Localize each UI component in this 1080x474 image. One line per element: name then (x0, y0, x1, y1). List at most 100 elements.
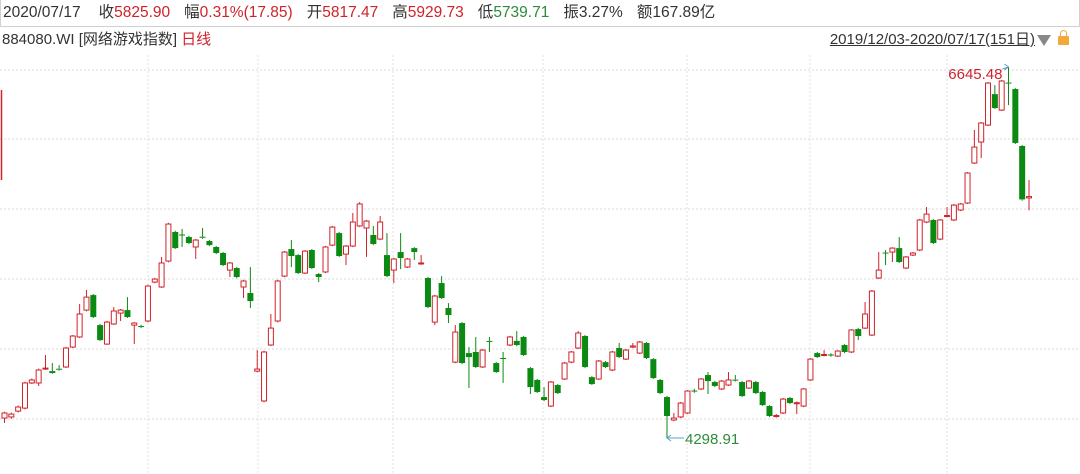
candle (185, 235, 192, 245)
candle-body (855, 329, 862, 337)
candle (937, 219, 944, 241)
candle-body (541, 397, 548, 401)
candle (220, 251, 227, 267)
candle-body (199, 236, 206, 238)
date-range-link[interactable]: 2019/12/03-2020/07/17(151日) (829, 31, 1035, 48)
candle (698, 378, 705, 391)
chart-subheader: 884080.WI [网络游戏指数] 日线 2019/12/03-2020/07/… (0, 28, 1080, 52)
candle (90, 293, 97, 318)
candle (472, 336, 479, 368)
candle-body (158, 262, 165, 288)
candle (868, 290, 875, 337)
candle-body (971, 146, 978, 164)
candle (848, 329, 855, 354)
candle-body (896, 248, 903, 263)
candle-body (322, 246, 329, 273)
candle (875, 252, 882, 280)
candle (704, 372, 711, 395)
candle (329, 225, 336, 247)
candle (383, 233, 390, 278)
period-label[interactable]: 日线 (181, 31, 212, 48)
candle-body (739, 382, 746, 397)
candle-body (698, 378, 705, 390)
candle-body (418, 262, 425, 265)
candle-body (636, 341, 643, 354)
candle (602, 360, 609, 368)
candle-body (103, 321, 110, 345)
candle (807, 357, 814, 381)
candle (49, 363, 56, 374)
candle (595, 360, 602, 380)
quote-low: 低5739.71 (477, 4, 550, 21)
candle (295, 254, 302, 275)
candle (322, 245, 329, 274)
candle (261, 350, 268, 403)
candle-body (308, 250, 315, 269)
candle (793, 401, 800, 415)
candle-body (875, 269, 882, 279)
candle-body (780, 398, 787, 414)
candle-body (978, 122, 985, 143)
candle (418, 255, 425, 265)
candle (274, 279, 281, 323)
candle-body (56, 368, 63, 370)
candle-body (213, 246, 220, 254)
candle-body (438, 283, 445, 299)
candle (527, 366, 534, 395)
candle (158, 256, 165, 288)
candle-body (595, 360, 602, 380)
candle-body (90, 295, 97, 318)
candle (718, 379, 725, 391)
min-arrow-icon (666, 434, 685, 442)
candle (1, 411, 8, 423)
candle (15, 405, 22, 413)
candle-body (363, 220, 370, 229)
candle (664, 395, 671, 438)
candle (308, 249, 315, 269)
candle (465, 347, 472, 389)
candle-body (759, 391, 766, 406)
candle (568, 350, 575, 364)
candle (944, 206, 951, 218)
candle (520, 335, 527, 356)
candle (513, 331, 520, 347)
candle (950, 203, 957, 222)
candle-body (786, 397, 793, 404)
quote-bar: 2020/07/17 收5825.90 幅0.31%(17.85) 开5817.47 高… (0, 0, 1080, 27)
quote-high: 高5929.73 (392, 4, 464, 21)
candle (909, 251, 916, 257)
candle-body (390, 258, 397, 271)
candle (431, 294, 438, 326)
candle (233, 267, 240, 279)
candle-body (220, 253, 227, 266)
triangle-down-icon[interactable] (1037, 35, 1051, 46)
candle-body (629, 345, 636, 348)
candle (124, 297, 131, 318)
lock-icon[interactable] (1058, 30, 1069, 45)
candle (1005, 67, 1012, 106)
candle (343, 244, 349, 266)
candle-body (561, 362, 568, 380)
candle-body (165, 223, 172, 262)
candle (206, 239, 213, 247)
candle (575, 331, 582, 349)
candle (534, 379, 541, 393)
candle-body (117, 309, 124, 314)
candle-body (527, 368, 534, 388)
candle-body (909, 252, 916, 256)
candle (629, 342, 636, 349)
candle-body (302, 250, 309, 274)
candle (773, 414, 780, 418)
candle (479, 348, 486, 368)
candle-body (882, 252, 889, 254)
candle-body (479, 349, 486, 368)
candle-body (711, 382, 718, 386)
candle (547, 380, 554, 408)
candle-body (343, 245, 349, 255)
grid (0, 55, 1080, 474)
candle (110, 307, 117, 325)
candle (370, 225, 377, 246)
candle (377, 216, 384, 241)
candle-body (588, 377, 595, 385)
